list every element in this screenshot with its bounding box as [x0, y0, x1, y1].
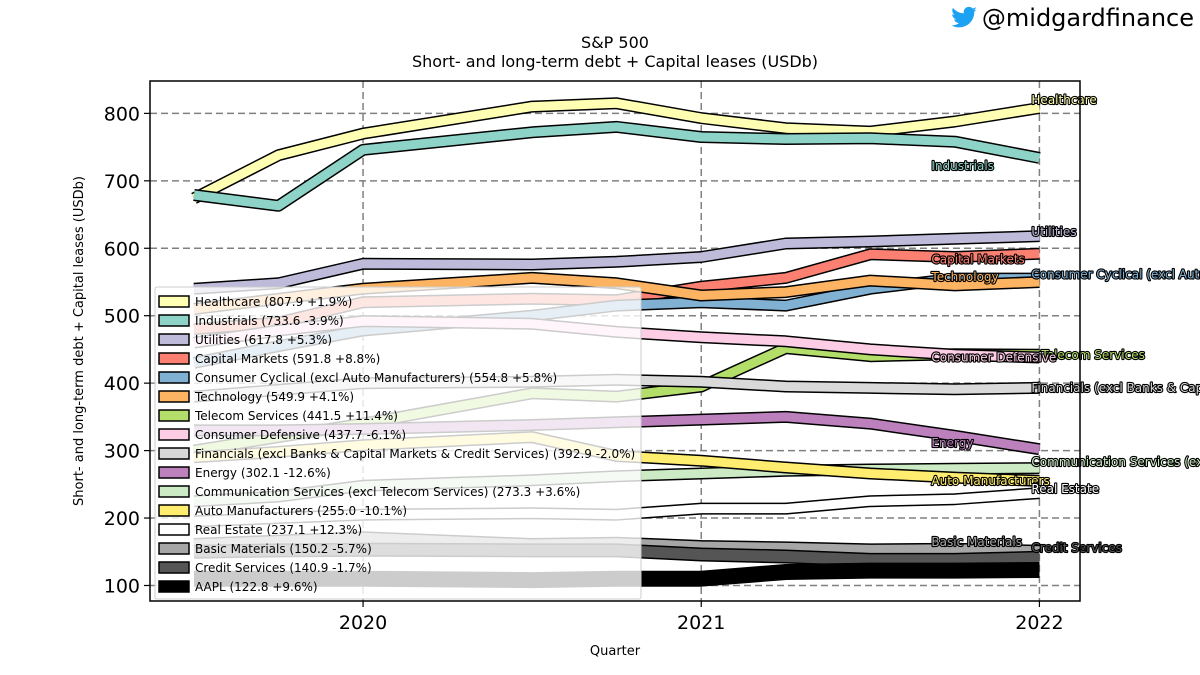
- legend-swatch: [158, 295, 190, 308]
- watermark: @midgardfinance: [950, 4, 1194, 32]
- end-label-technology: Technology: [930, 270, 998, 284]
- end-label-consumer-cyclical-excl-auto-manufacturers: Consumer Cyclical (excl Auto Manufacture…: [1031, 268, 1200, 282]
- legend-swatch: [158, 390, 190, 403]
- plot-frame: [149, 80, 1081, 602]
- x-tick-label-2020: 2020: [339, 612, 387, 634]
- y-tick-label-100: 100: [104, 575, 140, 597]
- end-label-financials-excl-banks-capital-markets-credit-services: Financials (excl Banks & Capital Markets…: [1031, 381, 1200, 395]
- series-healthcare: [191, 97, 1041, 204]
- legend-item-auto-manufacturers: Auto Manufacturers (255.0 -10.1%): [158, 504, 407, 518]
- legend-swatch: [158, 504, 190, 517]
- series-line: [193, 122, 1041, 211]
- legend-swatch: [158, 447, 190, 460]
- legend-item-communication-services-excl-telecom-services: Communication Services (excl Telecom Ser…: [158, 485, 580, 499]
- end-label-auto-manufacturers: Auto Manufacturers: [931, 474, 1049, 488]
- y-axis-label: Short- and long-term debt + Capital leas…: [72, 176, 87, 506]
- end-label-industrials: Industrials: [931, 159, 994, 173]
- legend-item-technology: Technology (549.9 +4.1%): [158, 390, 354, 404]
- legend-label: Technology (549.9 +4.1%): [194, 390, 354, 404]
- legend-swatch: [158, 561, 190, 574]
- legend-item-energy: Energy (302.1 -12.6%): [158, 466, 331, 480]
- legend-item-consumer-defensive: Consumer Defensive (437.7 -6.1%): [158, 428, 406, 442]
- legend-swatch: [158, 466, 190, 479]
- legend-label: Telecom Services (441.5 +11.4%): [194, 409, 398, 423]
- bird-icon: [951, 6, 977, 28]
- legend-swatch: [158, 542, 190, 555]
- legend-item-basic-materials: Basic Materials (150.2 -5.7%): [158, 542, 372, 556]
- end-label-credit-services: Credit Services: [1031, 541, 1122, 555]
- y-tick-label-700: 700: [104, 171, 140, 193]
- legend-swatch: [158, 409, 190, 422]
- end-label-utilities: Utilities: [1031, 225, 1076, 239]
- legend-item-telecom-services: Telecom Services (441.5 +11.4%): [158, 409, 398, 423]
- chart-title: S&P 500: [581, 33, 649, 52]
- legend-label: Communication Services (excl Telecom Ser…: [195, 485, 580, 499]
- series-line: [191, 98, 1041, 203]
- legend-item-consumer-cyclical-excl-auto-manufacturers: Consumer Cyclical (excl Auto Manufacture…: [158, 371, 557, 385]
- legend-swatch: [158, 352, 190, 365]
- legend-label: Healthcare (807.9 +1.9%): [195, 295, 352, 309]
- legend-swatch: [158, 314, 190, 327]
- legend-swatch: [158, 580, 190, 593]
- legend-item-credit-services: Credit Services (140.9 -1.7%): [158, 561, 372, 575]
- legend-frame: [154, 286, 642, 600]
- y-tick-label-300: 300: [104, 441, 140, 463]
- series-line: [193, 231, 1040, 294]
- legend-item-aapl: AAPL (122.8 +9.6%): [158, 580, 318, 594]
- legend-label: Capital Markets (591.8 +8.8%): [195, 352, 380, 366]
- end-label-telecom-services: Telecom Services: [1040, 348, 1144, 362]
- legend-label: Consumer Cyclical (excl Auto Manufacture…: [195, 371, 557, 385]
- series-industrials: [193, 120, 1041, 212]
- legend-label: AAPL (122.8 +9.6%): [195, 580, 318, 594]
- legend-item-industrials: Industrials (733.6 -3.9%): [158, 314, 344, 328]
- end-label-healthcare: Healthcare: [1031, 93, 1096, 107]
- legend-label: Industrials (733.6 -3.9%): [195, 314, 344, 328]
- end-label-basic-materials: Basic Materials: [931, 535, 1022, 549]
- legend-swatch: [158, 485, 190, 498]
- legend-label: Basic Materials (150.2 -5.7%): [195, 542, 372, 556]
- legend-swatch: [158, 333, 190, 346]
- y-tick-label-800: 800: [104, 103, 140, 125]
- legend-label: Consumer Defensive (437.7 -6.1%): [195, 428, 406, 442]
- x-tick-label-2021: 2021: [677, 612, 725, 634]
- legend-label: Auto Manufacturers (255.0 -10.1%): [195, 504, 407, 518]
- watermark-handle: @midgardfinance: [981, 4, 1194, 32]
- y-tick-label-500: 500: [104, 306, 140, 328]
- legend-label: Energy (302.1 -12.6%): [195, 466, 331, 480]
- end-label-consumer-defensive: Consumer Defensive: [931, 351, 1056, 365]
- y-tick-label-200: 200: [104, 508, 140, 530]
- legend-item-real-estate: Real Estate (237.1 +12.3%): [158, 523, 362, 537]
- end-label-energy: Energy: [931, 436, 973, 450]
- x-axis-label: Quarter: [590, 644, 641, 659]
- legend-item-utilities: Utilities (617.8 +5.3%): [158, 333, 332, 347]
- legend: Healthcare (807.9 +1.9%) Industrials (733…: [154, 286, 642, 600]
- end-label-real-estate: Real Estate: [1031, 482, 1099, 496]
- end-label-capital-markets: Capital Markets: [931, 253, 1024, 267]
- legend-label: Utilities (617.8 +5.3%): [195, 333, 332, 347]
- legend-label: Credit Services (140.9 -1.7%): [195, 561, 372, 575]
- y-tick-label-400: 400: [104, 373, 140, 395]
- legend-item-financials-excl-banks-capital-markets-credit-services: Financials (excl Banks & Capital Markets…: [158, 447, 635, 461]
- y-tick-label-600: 600: [104, 238, 140, 260]
- legend-label: Financials (excl Banks & Capital Markets…: [195, 447, 635, 461]
- end-labels: Healthcare Industrials Utilities Capital Ma…: [929, 92, 1200, 556]
- legend-swatch: [158, 523, 190, 536]
- legend-swatch: [158, 371, 190, 384]
- chart-subtitle: Short- and long-term debt + Capital leas…: [412, 52, 818, 71]
- series-utilities: [193, 230, 1040, 295]
- legend-item-capital-markets: Capital Markets (591.8 +8.8%): [158, 352, 380, 366]
- legend-swatch: [158, 428, 190, 441]
- legend-item-healthcare: Healthcare (807.9 +1.9%): [158, 295, 352, 309]
- legend-label: Real Estate (237.1 +12.3%): [195, 523, 362, 537]
- x-tick-label-2022: 2022: [1015, 612, 1063, 634]
- end-label-communication-services-excl-telecom-services: Communication Services (excl Telecom Ser…: [1031, 455, 1200, 469]
